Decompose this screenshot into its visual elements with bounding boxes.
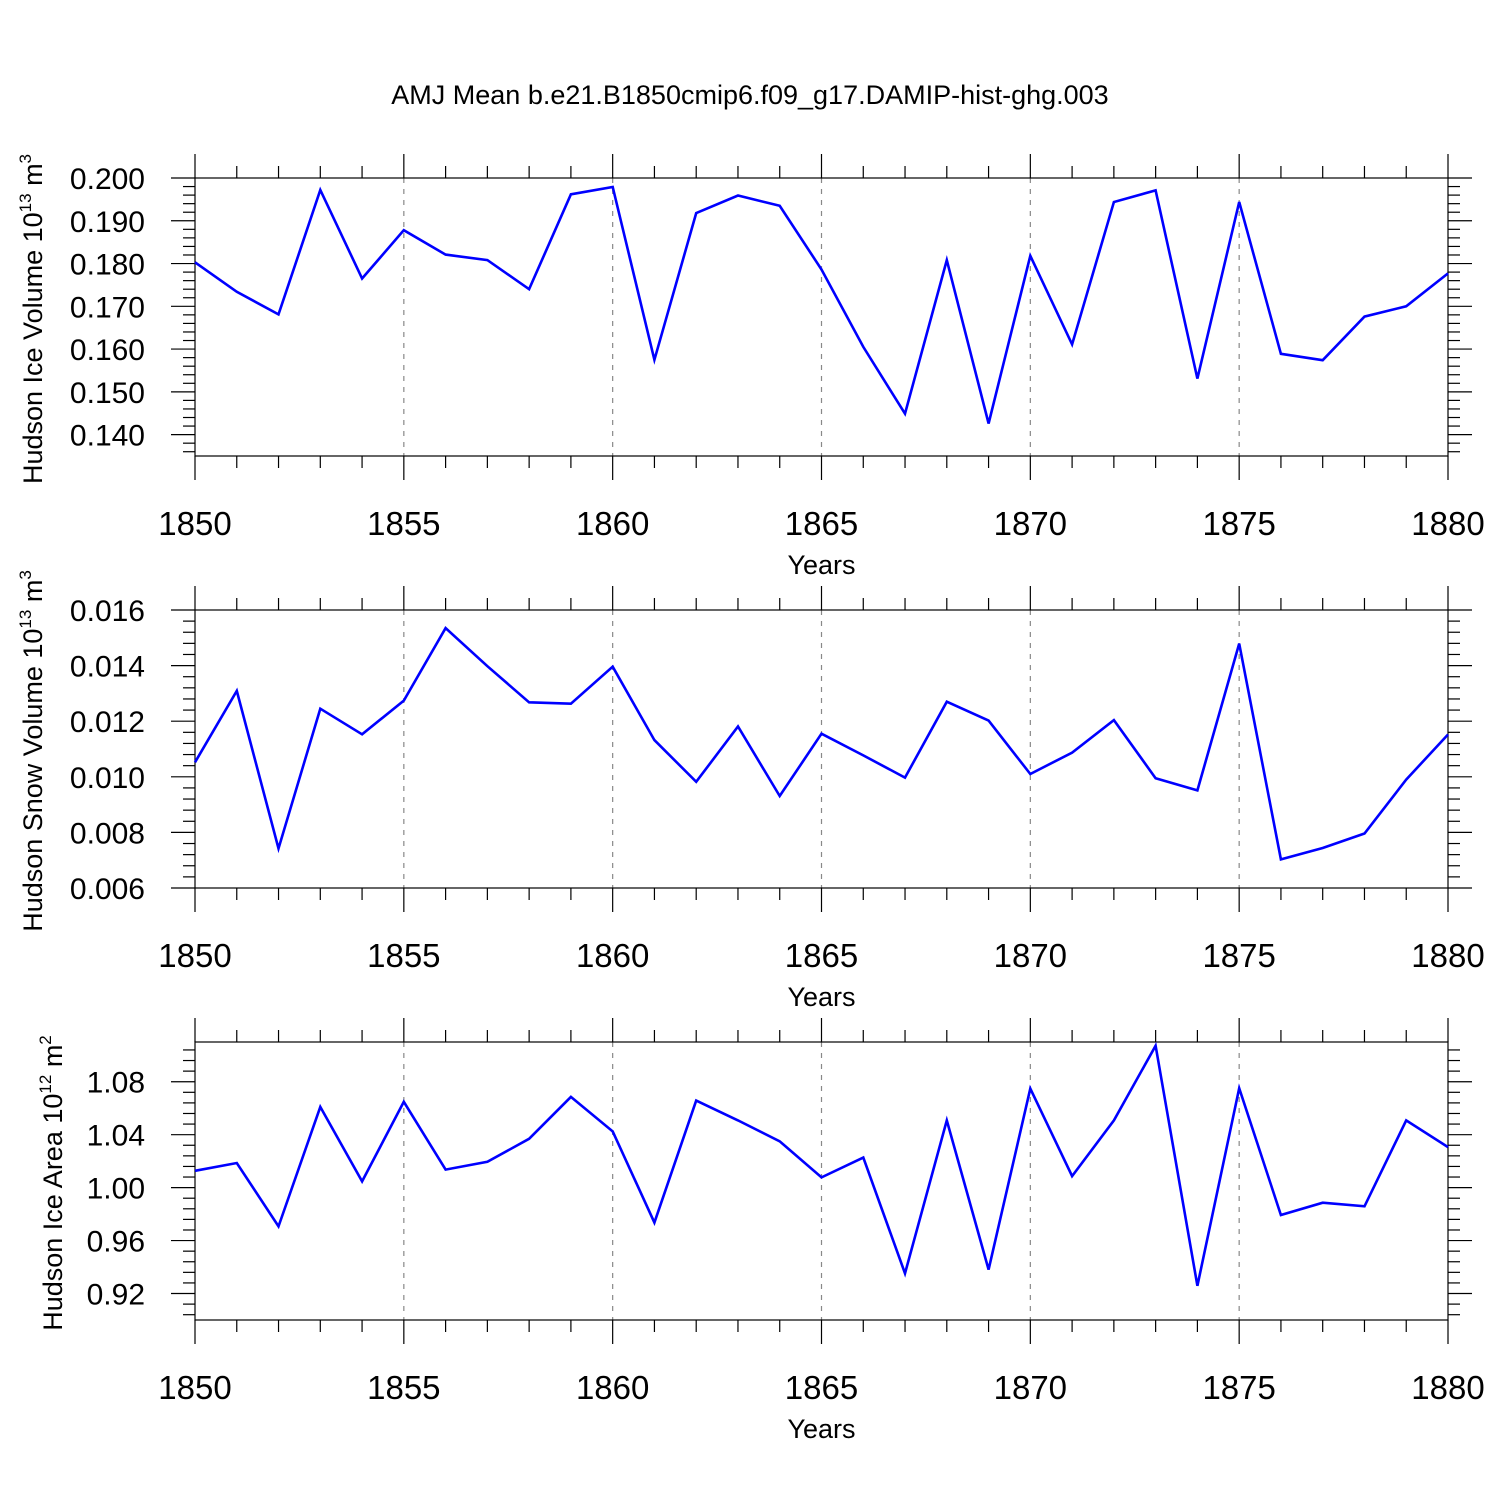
x-tick-label: 1880 bbox=[1411, 505, 1484, 542]
series-line bbox=[194, 1041, 1449, 1287]
series-line bbox=[193, 626, 1449, 862]
y-tick-label: 0.140 bbox=[70, 420, 145, 453]
x-tick-label: 1865 bbox=[785, 937, 858, 974]
plot-frame bbox=[194, 1041, 1449, 1321]
y-tick-label: 0.006 bbox=[70, 873, 145, 906]
y-tick-label: 0.200 bbox=[70, 163, 145, 196]
x-tick-label: 1855 bbox=[367, 937, 440, 974]
y-tick-label: 0.016 bbox=[70, 595, 145, 628]
x-tick-label: 1855 bbox=[367, 505, 440, 542]
y-tick-label: 0.010 bbox=[70, 762, 145, 795]
y-axis-label: Hudson Ice Area 1012 m2 bbox=[36, 1035, 68, 1331]
x-tick-label: 1875 bbox=[1202, 1369, 1275, 1406]
series-line bbox=[194, 185, 1449, 424]
y-tick-label: 0.92 bbox=[87, 1279, 145, 1312]
x-tick-label: 1880 bbox=[1411, 937, 1484, 974]
chart-title: AMJ Mean b.e21.B1850cmip6.f09_g17.DAMIP-… bbox=[391, 80, 1108, 110]
y-tick-label: 0.014 bbox=[70, 651, 145, 684]
x-axis-label: Years bbox=[787, 1414, 855, 1444]
panel-2: 0.006 0.008 0.010 0.012 0.014 0.016 1850 1855 18… bbox=[16, 570, 1485, 1012]
x-tick-label: 1870 bbox=[994, 937, 1067, 974]
y-tick-label: 0.160 bbox=[70, 334, 145, 367]
y-tick-label: 0.96 bbox=[87, 1226, 145, 1259]
panel-1: 0.140 0.150 0.160 0.170 0.180 0.190 0.200 1850 1… bbox=[16, 154, 1485, 580]
x-tick-label: 1850 bbox=[158, 505, 231, 542]
y-tick-label: 1.04 bbox=[87, 1120, 145, 1153]
x-axis-label: Years bbox=[787, 982, 855, 1012]
y-tick-label: 0.008 bbox=[70, 817, 145, 850]
y-tick-label: 0.190 bbox=[70, 206, 145, 239]
x-tick-label: 1875 bbox=[1202, 505, 1275, 542]
y-tick-label: 0.150 bbox=[70, 377, 145, 410]
x-tick-label: 1855 bbox=[367, 1369, 440, 1406]
x-tick-label: 1865 bbox=[785, 1369, 858, 1406]
y-tick-label: 0.012 bbox=[70, 706, 145, 739]
y-tick-label: 1.08 bbox=[87, 1067, 145, 1100]
plot-frame bbox=[194, 177, 1449, 457]
y-tick-label: 1.00 bbox=[87, 1173, 145, 1206]
x-tick-label: 1850 bbox=[158, 1369, 231, 1406]
x-tick-label: 1850 bbox=[158, 937, 231, 974]
y-axis-label: Hudson Snow Volume 1013 m3 bbox=[16, 570, 48, 932]
x-axis-label: Years bbox=[787, 550, 855, 580]
x-tick-label: 1860 bbox=[576, 505, 649, 542]
x-tick-label: 1870 bbox=[994, 1369, 1067, 1406]
y-axis-label: Hudson Ice Volume 1013 m3 bbox=[16, 154, 48, 484]
y-tick-label: 0.170 bbox=[70, 291, 145, 324]
x-tick-label: 1865 bbox=[785, 505, 858, 542]
panel-3: 0.92 0.96 1.00 1.04 1.08 1850 1855 1860 1865 1870… bbox=[36, 1018, 1485, 1444]
x-tick-label: 1860 bbox=[576, 937, 649, 974]
x-tick-label: 1880 bbox=[1411, 1369, 1484, 1406]
x-tick-label: 1870 bbox=[994, 505, 1067, 542]
x-tick-label: 1860 bbox=[576, 1369, 649, 1406]
y-tick-label: 0.180 bbox=[70, 249, 145, 282]
x-tick-label: 1875 bbox=[1202, 937, 1275, 974]
